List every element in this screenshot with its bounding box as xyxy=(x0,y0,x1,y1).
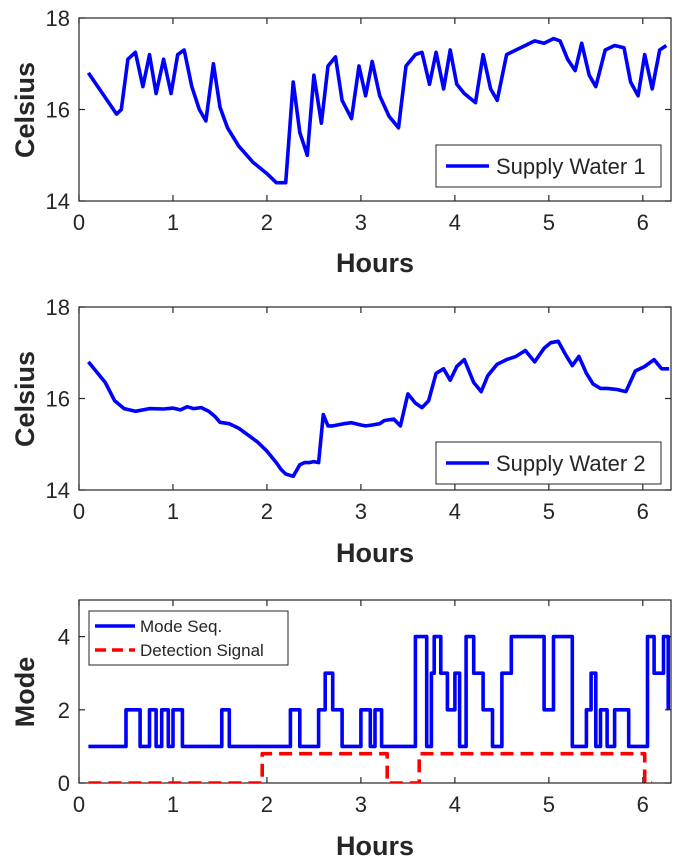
x-tick-label: 3 xyxy=(355,792,367,817)
x-tick-label: 0 xyxy=(73,210,85,235)
y-tick-label: 2 xyxy=(58,698,70,723)
x-tick-label: 4 xyxy=(449,210,461,235)
x-tick-label: 0 xyxy=(73,792,85,817)
x-axis-label: Hours xyxy=(336,538,414,568)
y-tick-label: 16 xyxy=(46,387,70,412)
y-ticks: 14 16 18 xyxy=(46,6,671,214)
x-tick-label: 6 xyxy=(637,499,649,524)
y-axis-label: Celsius xyxy=(10,351,40,447)
x-axis-label: Hours xyxy=(336,831,414,861)
y-ticks: 0 2 4 xyxy=(58,625,671,796)
y-tick-label: 18 xyxy=(46,295,70,320)
x-ticks: 0 1 2 3 4 5 6 xyxy=(73,600,649,817)
x-tick-label: 2 xyxy=(261,210,273,235)
series-lines xyxy=(88,634,670,783)
legend-box xyxy=(88,610,289,666)
x-tick-label: 0 xyxy=(73,499,85,524)
legend: Supply Water 2 xyxy=(435,441,662,485)
x-tick-label: 6 xyxy=(637,210,649,235)
x-tick-label: 5 xyxy=(543,792,555,817)
y-tick-label: 14 xyxy=(46,478,70,503)
series-lines xyxy=(87,339,670,479)
series-lines xyxy=(86,36,668,185)
x-tick-label: 2 xyxy=(261,499,273,524)
legend-label-supply-water-2: Supply Water 2 xyxy=(496,451,646,476)
legend: Mode Seq. Detection Signal xyxy=(88,610,289,666)
y-axis-label: Celsius xyxy=(10,62,40,158)
x-tick-label: 5 xyxy=(543,499,555,524)
x-tick-label: 6 xyxy=(637,792,649,817)
x-tick-label: 5 xyxy=(543,210,555,235)
y-ticks: 14 16 18 xyxy=(46,295,671,503)
y-tick-label: 4 xyxy=(58,625,70,650)
series-line-supply-water-1 xyxy=(86,36,668,185)
series-line-detection-signal xyxy=(88,751,653,783)
x-tick-label: 1 xyxy=(167,499,179,524)
x-ticks: 0 1 2 3 4 5 6 xyxy=(73,18,649,235)
subplot-supply-water-1: 0 1 2 3 4 5 6 14 16 18 Hours Celsius Supply Wate… xyxy=(10,6,672,278)
y-axis-label: Mode xyxy=(10,657,40,728)
y-tick-label: 0 xyxy=(58,771,70,796)
x-tick-label: 4 xyxy=(449,499,461,524)
subplot-mode: 0 1 2 3 4 5 6 0 2 4 Hours Mode Mode Seq. Detecti… xyxy=(10,599,672,861)
series-line-supply-water-2 xyxy=(87,339,670,479)
y-tick-label: 16 xyxy=(46,98,70,123)
legend-label-detection-signal: Detection Signal xyxy=(140,641,264,660)
x-tick-label: 1 xyxy=(167,210,179,235)
x-tick-label: 2 xyxy=(261,792,273,817)
legend-label-supply-water-1: Supply Water 1 xyxy=(496,154,646,179)
series-line-mode-seq xyxy=(88,634,670,749)
x-tick-label: 4 xyxy=(449,792,461,817)
legend: Supply Water 1 xyxy=(435,144,662,188)
subplot-supply-water-2: 0 1 2 3 4 5 6 14 16 18 Hours Celsius Supply Wate… xyxy=(10,295,672,568)
x-axis-label: Hours xyxy=(336,248,414,278)
y-tick-label: 18 xyxy=(46,6,70,31)
x-ticks: 0 1 2 3 4 5 6 xyxy=(73,307,649,524)
y-tick-label: 14 xyxy=(46,189,70,214)
x-tick-label: 3 xyxy=(355,210,367,235)
x-tick-label: 1 xyxy=(167,792,179,817)
legend-label-mode-seq: Mode Seq. xyxy=(140,617,222,636)
x-tick-label: 3 xyxy=(355,499,367,524)
